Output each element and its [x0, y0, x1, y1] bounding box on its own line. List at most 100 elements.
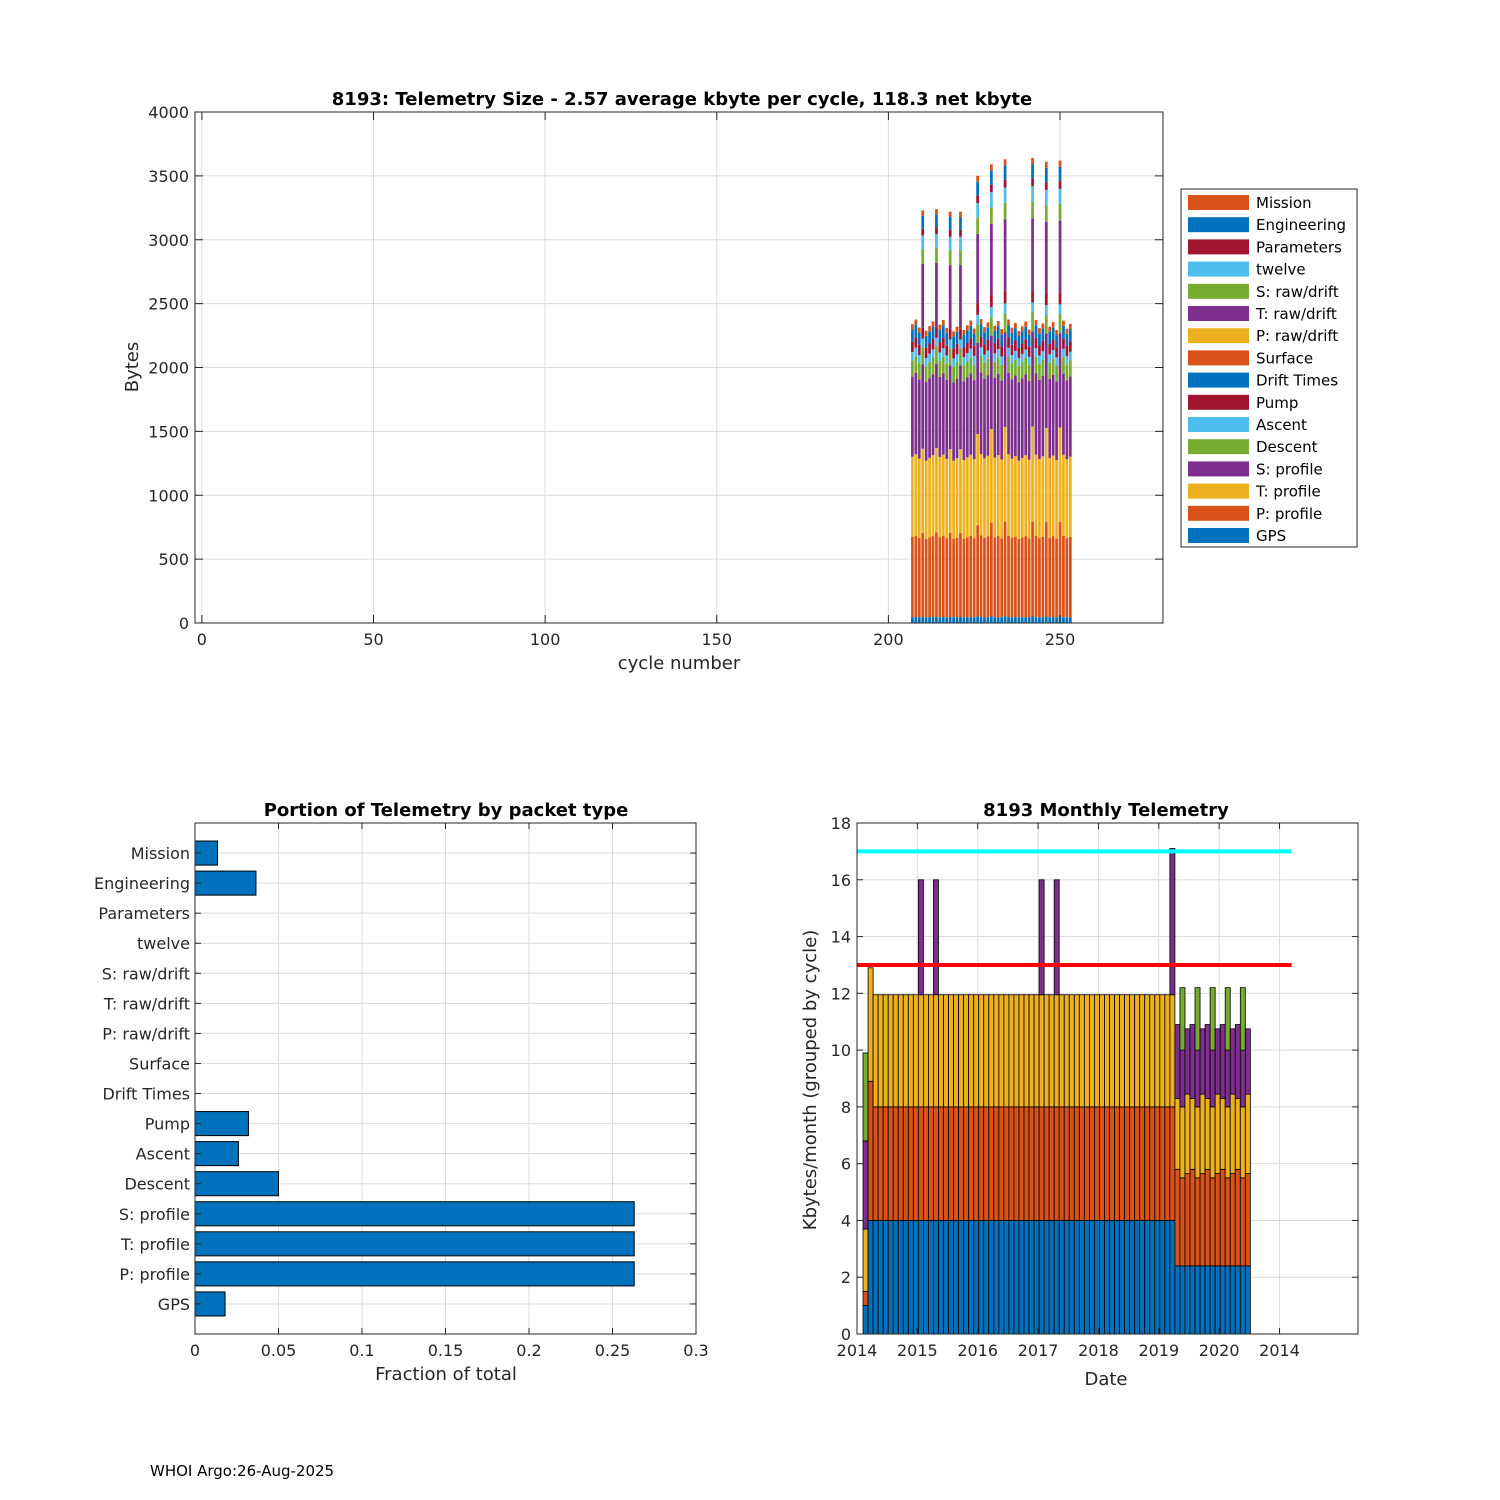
- month-bar-segment: [1094, 994, 1100, 1108]
- month-bar-segment: [1239, 1177, 1246, 1267]
- top-bar-segment: [955, 343, 959, 355]
- top-bar-segment: [1041, 328, 1045, 341]
- month-bar-segment: [983, 994, 990, 1108]
- month-bar-segment: [1124, 994, 1131, 1108]
- top-bar-segment: [965, 330, 969, 343]
- top-bar-segment: [952, 348, 955, 359]
- top-bar-segment: [948, 265, 952, 329]
- top-bar-segment: [972, 364, 976, 381]
- top-bar-segment: [959, 265, 962, 329]
- month-bar-segment: [1244, 1028, 1251, 1095]
- month-bar-segment: [1119, 994, 1126, 1108]
- top-bar-segment: [921, 364, 925, 449]
- top-bar-segment: [976, 217, 980, 234]
- month-bar-segment: [1199, 1093, 1206, 1175]
- month-bar-segment: [1028, 1220, 1035, 1335]
- top-bar-segment: [1034, 320, 1038, 326]
- month-bar-segment: [1053, 1106, 1060, 1221]
- top-bar-segment: [962, 617, 966, 623]
- legend-label: P: raw/drift: [1256, 327, 1338, 345]
- y-tick-label: 4000: [148, 103, 189, 122]
- month-bar-segment: [1149, 1220, 1156, 1335]
- month-bar-segment: [1184, 1093, 1191, 1175]
- top-bar-segment: [1003, 187, 1007, 203]
- top-bar-segment: [1062, 373, 1065, 455]
- top-y-axis-label: Bytes: [122, 342, 143, 393]
- top-bar-segment: [1007, 356, 1010, 373]
- month-bar-segment: [1038, 994, 1045, 1108]
- month-bar-segment: [988, 1220, 995, 1335]
- top-bar-segment: [935, 234, 938, 248]
- month-bar-segment: [1204, 1097, 1211, 1170]
- top-bar-segment: [1034, 454, 1038, 536]
- top-bar-segment: [1065, 328, 1069, 334]
- top-bar-segment: [976, 181, 980, 196]
- top-bar-segment: [921, 448, 925, 533]
- category-label: T: profile: [120, 1235, 190, 1254]
- month-bar-segment: [978, 994, 985, 1108]
- top-bar-segment: [1003, 202, 1007, 220]
- top-bar-segment: [921, 532, 925, 617]
- top-bar-segment: [935, 346, 938, 364]
- top-bar-segment: [941, 617, 945, 623]
- top-bar-segment: [924, 330, 928, 336]
- y-tick-label: 16: [831, 871, 851, 890]
- month-bar-segment: [1149, 1106, 1156, 1221]
- portion-bar: [194, 1111, 249, 1137]
- top-bar-segment: [945, 355, 949, 364]
- month-bar-segment: [1174, 1265, 1181, 1335]
- month-bar-segment: [1119, 1220, 1126, 1335]
- top-bar-segment: [1034, 617, 1038, 623]
- top-bar-segment: [924, 617, 928, 623]
- month-bar-segment: [1013, 1220, 1020, 1335]
- y-tick-label: 0: [179, 614, 189, 633]
- month-bar-segment: [1109, 1220, 1115, 1335]
- top-bar-segment: [976, 342, 980, 435]
- portion-bar: [194, 1171, 279, 1197]
- top-bar-segment: [972, 617, 976, 623]
- month-bar-segment: [1234, 1265, 1241, 1335]
- top-bar-segment: [989, 316, 993, 336]
- category-label: Engineering: [94, 874, 190, 893]
- month-bars: [862, 848, 1251, 1335]
- month-bar-segment: [1078, 994, 1085, 1108]
- top-bar-segment: [979, 453, 983, 536]
- month-bar-segment: [953, 994, 960, 1108]
- legend-swatch: [1188, 283, 1249, 299]
- month-bar-segment: [882, 1220, 889, 1335]
- month-bar-segment: [948, 1106, 954, 1221]
- top-bar-segment: [948, 236, 952, 251]
- top-bar-segment: [945, 345, 949, 356]
- top-bar-segment: [931, 321, 935, 327]
- month-bar-segment: [1018, 1220, 1025, 1335]
- y-tick-label: 2000: [148, 359, 189, 378]
- month-bar-segment: [1189, 1168, 1196, 1267]
- month-bar-segment: [1179, 1177, 1186, 1267]
- month-bar-segment: [1169, 1106, 1176, 1221]
- month-bar-segment: [1073, 994, 1080, 1108]
- top-bar-segment: [1027, 617, 1031, 623]
- top-bar-segment: [928, 378, 931, 458]
- top-bar-segment: [1038, 345, 1041, 356]
- top-bar-segment: [1058, 427, 1062, 522]
- legend-label: Mission: [1256, 194, 1312, 212]
- top-bar-segment: [1034, 348, 1038, 357]
- top-bar-segment: [996, 320, 1000, 327]
- month-bar-segment: [1023, 1106, 1030, 1221]
- top-bar-segment: [1003, 291, 1007, 304]
- top-bar-segment: [1031, 218, 1034, 291]
- top-bar-segment: [993, 457, 997, 538]
- month-bar-segment: [1109, 1106, 1115, 1221]
- top-bar-segment: [917, 617, 921, 623]
- top-bar-segment: [962, 335, 966, 348]
- month-bar-segment: [1204, 1168, 1211, 1267]
- month-bar-segment: [998, 994, 1005, 1108]
- top-bar-segment: [983, 327, 986, 333]
- top-bar-segment: [996, 455, 1000, 537]
- top-bar-segment: [935, 247, 938, 263]
- y-tick-label: 4: [841, 1211, 851, 1230]
- top-bar-segment: [976, 525, 980, 617]
- top-bar-segment: [952, 358, 955, 367]
- top-bar-segment: [1034, 325, 1038, 338]
- month-bar-segment: [1219, 1168, 1226, 1267]
